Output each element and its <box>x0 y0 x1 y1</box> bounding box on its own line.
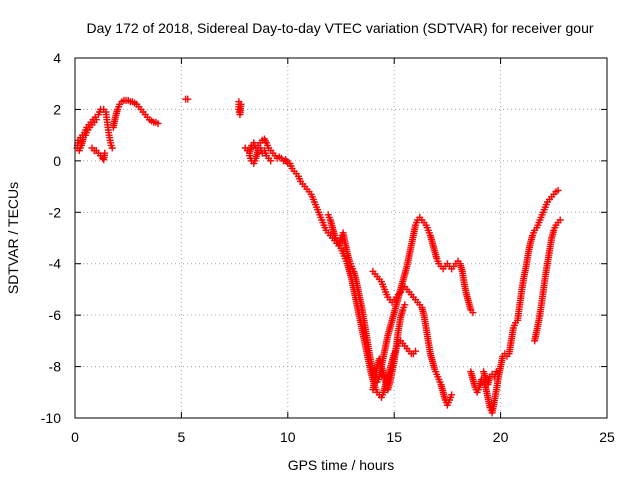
axis-ticks <box>74 57 608 419</box>
y-tick-label: 4 <box>53 50 61 66</box>
x-tick-label: 5 <box>178 429 186 445</box>
data-point <box>108 144 116 152</box>
data-point <box>556 216 564 224</box>
chart-title: Day 172 of 2018, Sidereal Day-to-day VTE… <box>86 20 593 36</box>
x-tick-label: 15 <box>386 429 402 445</box>
y-tick-label: -2 <box>49 204 62 220</box>
data-point <box>184 95 192 103</box>
grid <box>75 58 607 418</box>
tick-labels: 0 5 10 15 20 25 -10 -8 -6 -4 -2 0 2 4 <box>41 50 615 445</box>
data-point <box>267 157 275 165</box>
data-points <box>73 95 564 417</box>
x-tick-label: 25 <box>599 429 615 445</box>
data-point <box>90 118 98 126</box>
data-point <box>411 347 419 355</box>
y-tick-label: -4 <box>49 256 62 272</box>
x-tick-label: 20 <box>493 429 509 445</box>
data-point <box>401 301 409 309</box>
data-point <box>469 309 477 317</box>
x-tick-label: 10 <box>280 429 296 445</box>
y-tick-label: -10 <box>41 410 61 426</box>
plot-frame <box>74 57 608 419</box>
data-point <box>237 100 245 108</box>
data-point <box>492 368 500 376</box>
data-point <box>101 149 109 157</box>
x-axis-title: GPS time / hours <box>288 457 395 473</box>
data-point <box>554 186 562 194</box>
y-tick-label: 0 <box>53 153 61 169</box>
y-tick-label: -8 <box>49 359 62 375</box>
y-axis-title: SDTVAR / TECUs <box>5 182 21 294</box>
x-tick-label: 0 <box>71 429 79 445</box>
y-tick-label: -6 <box>49 307 62 323</box>
data-point <box>448 391 456 399</box>
data-point <box>154 120 162 128</box>
y-tick-label: 2 <box>53 101 61 117</box>
